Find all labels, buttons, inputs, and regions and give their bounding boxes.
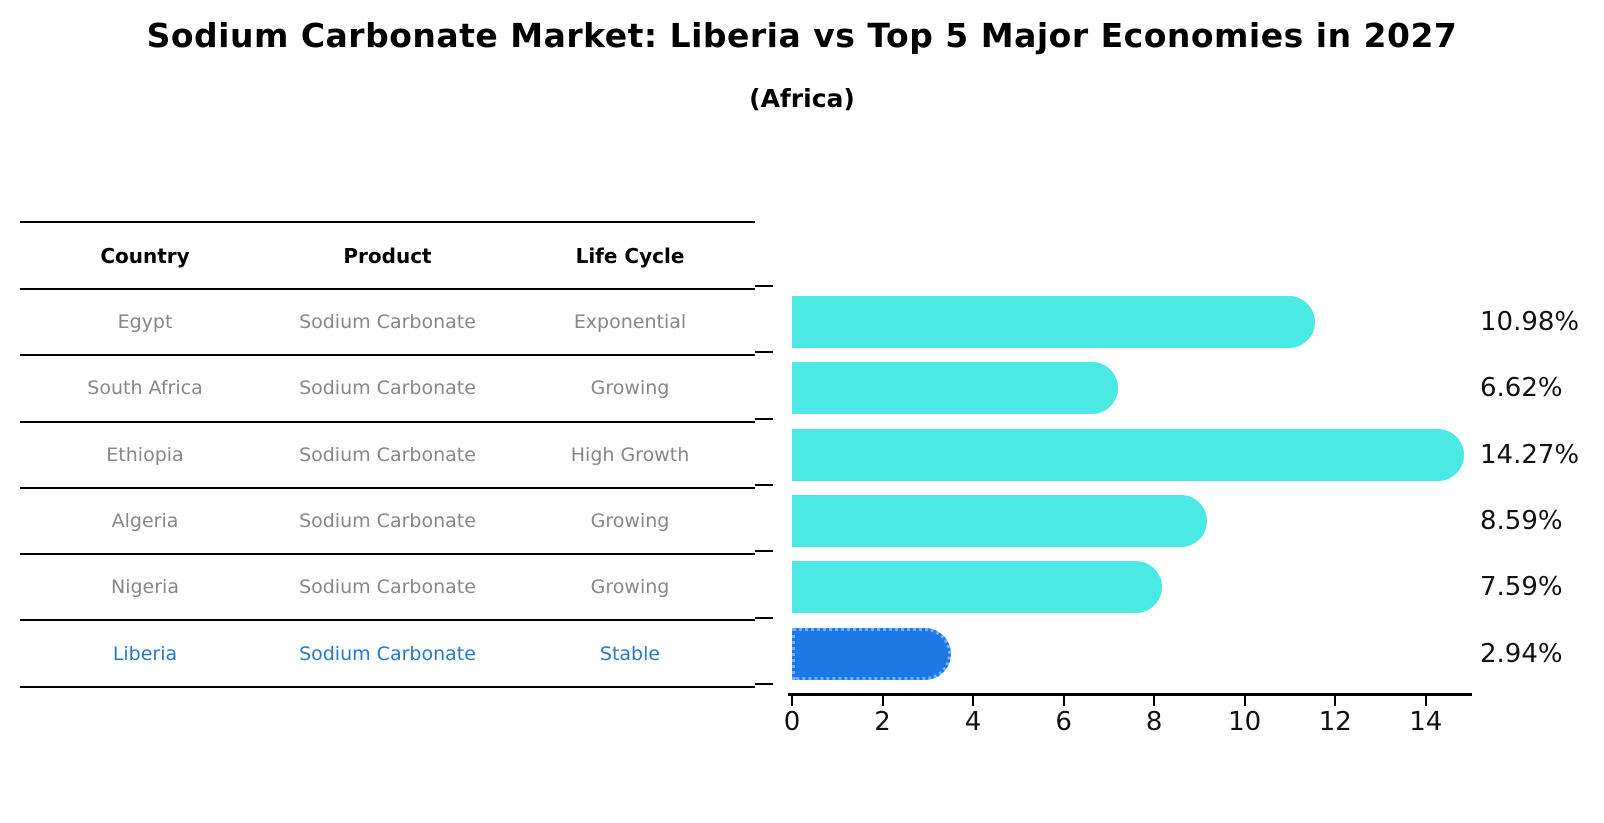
x-tick-label: 6	[1055, 707, 1072, 737]
x-tick	[881, 695, 884, 706]
table-cell-life-cycle: Growing	[590, 377, 670, 400]
y-tick	[755, 351, 773, 354]
table-row: Algeria Sodium Carbonate Growing	[20, 489, 755, 556]
table-cell-product: Sodium Carbonate	[299, 576, 476, 599]
bar-egypt	[792, 296, 1316, 349]
table-row: Egypt Sodium Carbonate Exponential	[20, 290, 755, 357]
table-row: Liberia Sodium Carbonate Stable	[20, 621, 755, 688]
table-header-product: Product	[343, 243, 432, 268]
table-cell-life-cycle: Stable	[599, 642, 661, 665]
table-cell-life-cycle: Growing	[590, 510, 670, 533]
table-cell-product: Sodium Carbonate	[299, 377, 476, 400]
table-cell-product: Sodium Carbonate	[299, 510, 476, 533]
bar-algeria	[792, 495, 1207, 548]
table-header-row: Country Product Life Cycle	[20, 221, 755, 290]
table-cell-life-cycle: Growing	[590, 576, 670, 599]
x-tick-label: 0	[783, 707, 801, 737]
value-label: 2.94%	[1480, 638, 1563, 669]
bar-south-africa	[792, 362, 1118, 415]
x-tick	[1334, 695, 1337, 706]
table-row: South Africa Sodium Carbonate Growing	[20, 356, 755, 423]
value-label: 14.27%	[1480, 439, 1580, 470]
y-tick	[755, 682, 773, 685]
x-axis-line	[788, 693, 1472, 696]
table-cell-country: South Africa	[87, 377, 203, 400]
value-label: 10.98%	[1480, 307, 1580, 338]
x-tick-label: 14	[1409, 707, 1443, 737]
chart-subtitle: (Africa)	[749, 84, 855, 113]
table-cell-life-cycle: Exponential	[573, 311, 687, 334]
table-body: Egypt Sodium Carbonate Exponential South Af…	[20, 290, 755, 688]
x-tick-label: 12	[1318, 707, 1352, 737]
x-tick-label: 10	[1228, 707, 1262, 737]
summary-table: Country Product Life Cycle Egypt Sodium C…	[20, 221, 755, 688]
x-tick-label: 2	[874, 707, 891, 737]
bar-liberia	[792, 627, 952, 680]
table-cell-product: Sodium Carbonate	[299, 311, 476, 334]
table-header-country: Country	[100, 243, 190, 268]
table-cell-product: Sodium Carbonate	[299, 642, 476, 665]
x-tick-label: 8	[1145, 707, 1163, 737]
bar-nigeria	[792, 561, 1162, 614]
y-tick	[755, 550, 773, 553]
table-row: Ethiopia Sodium Carbonate High Growth	[20, 423, 755, 489]
table-cell-country: Nigeria	[111, 576, 179, 599]
value-label: 7.59%	[1480, 572, 1563, 603]
x-tick	[1243, 695, 1246, 706]
table-cell-country: Liberia	[112, 642, 178, 665]
table-cell-country: Algeria	[111, 510, 179, 533]
x-tick	[791, 695, 793, 706]
bar-ethiopia	[792, 428, 1464, 481]
x-tick	[1424, 695, 1427, 706]
table-header-life-cycle: Life Cycle	[575, 243, 685, 268]
y-tick	[755, 417, 773, 420]
chart-title: Sodium Carbonate Market: Liberia vs Top …	[146, 16, 1458, 55]
table-row: Nigeria Sodium Carbonate Growing	[20, 555, 755, 622]
value-label: 6.62%	[1480, 373, 1563, 404]
y-tick	[755, 483, 773, 486]
x-tick	[1062, 695, 1065, 706]
table-cell-life-cycle: High Growth	[570, 443, 690, 466]
table-cell-country: Ethiopia	[106, 443, 184, 466]
table-cell-country: Egypt	[117, 311, 173, 334]
value-label: 8.59%	[1480, 506, 1563, 537]
y-tick	[755, 616, 773, 619]
x-tick	[972, 695, 975, 706]
x-tick-label: 4	[964, 707, 982, 737]
y-tick	[755, 285, 773, 287]
x-tick	[1153, 695, 1156, 706]
table-cell-product: Sodium Carbonate	[299, 443, 476, 466]
